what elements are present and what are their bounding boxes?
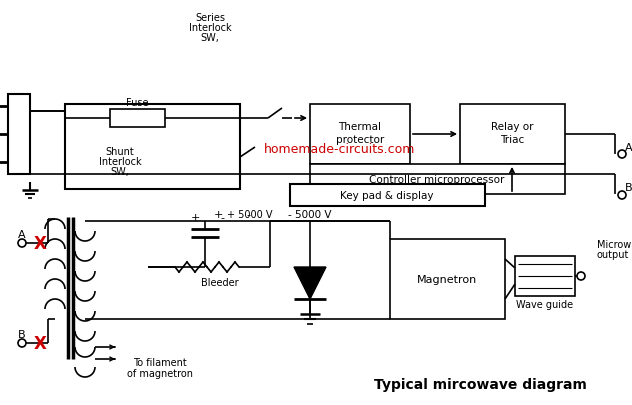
Text: SW,: SW, — [200, 33, 219, 43]
Text: +: + — [214, 209, 222, 220]
Text: -: - — [246, 209, 250, 220]
Bar — [110, 110, 165, 128]
Text: Wave guide: Wave guide — [516, 299, 574, 309]
Bar — [515, 256, 575, 296]
Text: Shunt: Shunt — [106, 147, 135, 157]
Bar — [65, 105, 240, 190]
Text: of magnetron: of magnetron — [127, 368, 193, 378]
Text: To filament: To filament — [133, 357, 187, 367]
Text: B: B — [625, 183, 632, 192]
Text: X: X — [33, 234, 46, 252]
Bar — [460, 105, 565, 164]
Text: A: A — [625, 143, 632, 153]
Text: Series: Series — [195, 13, 225, 23]
Text: B: B — [18, 329, 26, 339]
Text: Bleeder: Bleeder — [201, 277, 239, 287]
Text: Relay or: Relay or — [491, 122, 533, 132]
Text: A: A — [18, 230, 26, 239]
Text: -: - — [220, 213, 224, 222]
Text: +: + — [190, 213, 200, 222]
Polygon shape — [294, 267, 326, 299]
Bar — [310, 164, 565, 194]
Text: Triac: Triac — [500, 135, 524, 145]
Bar — [390, 239, 505, 319]
Bar — [290, 185, 485, 207]
Text: Interlock: Interlock — [99, 157, 142, 166]
Text: homemade-circuits.com: homemade-circuits.com — [264, 143, 416, 156]
Text: Fuse: Fuse — [126, 98, 149, 108]
Text: Controller microprocessor: Controller microprocessor — [369, 175, 505, 185]
Text: Interlock: Interlock — [189, 23, 231, 33]
Text: X: X — [33, 334, 46, 352]
Bar — [8, 95, 30, 175]
Text: - 5000 V: - 5000 V — [288, 209, 332, 220]
Text: Magnetron: Magnetron — [417, 274, 477, 284]
Text: protector: protector — [336, 135, 384, 145]
Text: SW,: SW, — [111, 166, 130, 177]
Text: output: output — [597, 249, 629, 259]
Text: Thermal: Thermal — [339, 122, 382, 132]
Text: + 5000 V: + 5000 V — [228, 209, 273, 220]
Bar — [310, 105, 410, 164]
Text: Key pad & display: Key pad & display — [340, 190, 434, 200]
Text: Typical mircowave diagram: Typical mircowave diagram — [374, 377, 586, 391]
Text: Microwave: Microwave — [597, 239, 632, 249]
